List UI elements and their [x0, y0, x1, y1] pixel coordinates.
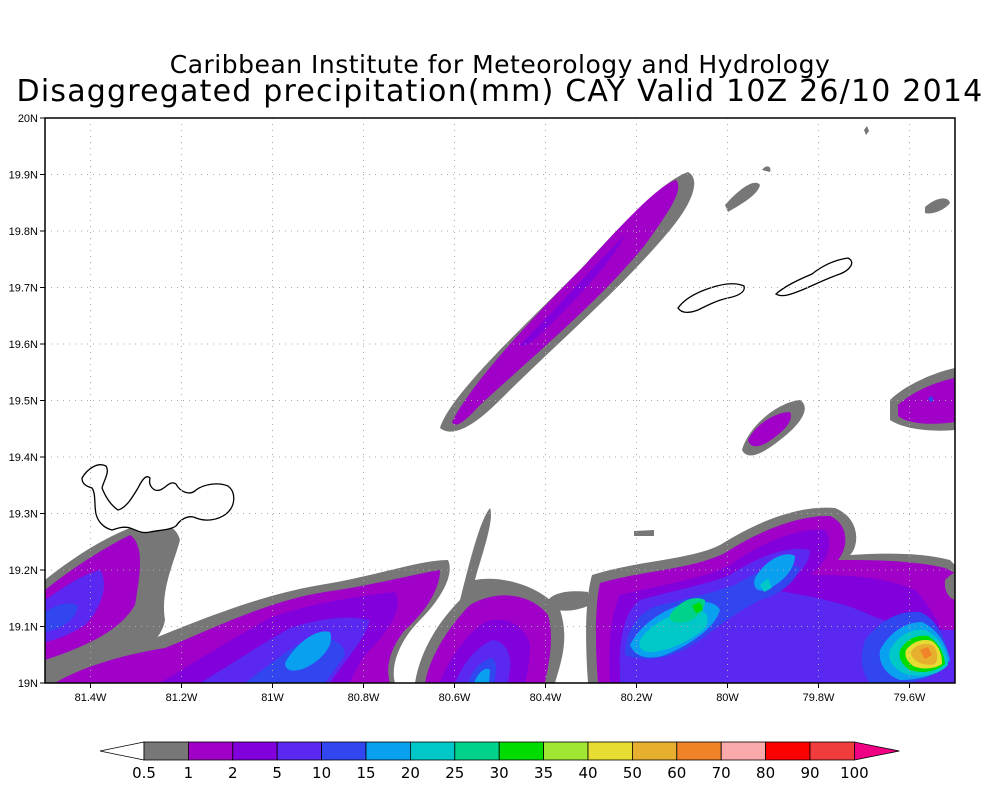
legend-label: 10	[312, 764, 331, 782]
precip-band-diagonal	[440, 172, 695, 432]
legend-label: 90	[800, 764, 819, 782]
y-tick-label: 19.4N	[9, 452, 38, 464]
legend-label: 30	[490, 764, 509, 782]
legend-swatch-13	[720, 741, 767, 761]
island-grand-cayman	[81, 464, 235, 534]
precipitation-field	[45, 126, 955, 683]
legend-label: 40	[578, 764, 597, 782]
legend-swatch-8	[498, 741, 545, 761]
precip-cells-north	[725, 126, 950, 214]
legend-label: 2	[228, 764, 238, 782]
legend-label: 35	[534, 764, 553, 782]
legend-label: 0.5	[132, 764, 156, 782]
y-tick-label: 19.7N	[9, 283, 38, 295]
x-tick-label: 79.8W	[803, 692, 835, 704]
legend-label: 80	[756, 764, 775, 782]
legend-swatch-11	[632, 741, 678, 761]
y-tick-label: 19.2N	[9, 565, 38, 577]
y-axis: 19N 19.1N 19.2N 19.3N 19.4N 19.5N 19.6N 19.7N 19…	[9, 113, 45, 690]
legend-label: 100	[840, 764, 869, 782]
legend-label: 70	[712, 764, 731, 782]
legend-arrow-high	[854, 741, 900, 761]
legend-swatch-9	[543, 741, 589, 761]
legend-swatch-6	[409, 741, 456, 761]
x-tick-label: 79.6W	[894, 692, 926, 704]
x-tick-label: 81.2W	[166, 692, 198, 704]
precip-band-south-west	[45, 560, 450, 683]
legend-swatch-4	[321, 741, 367, 761]
legend-swatch-1	[187, 741, 234, 761]
map-title: Caribbean Institute for Meteorology and …	[169, 50, 831, 79]
legend-swatch-0	[143, 741, 189, 761]
map-subtitle: Disaggregated precipitation(mm) CAY Vali…	[16, 74, 984, 109]
legend-label: 20	[401, 764, 420, 782]
precip-band-east	[586, 507, 955, 683]
legend-swatch-2	[232, 741, 278, 761]
legend-swatch-7	[454, 741, 500, 761]
legend-label: 50	[623, 764, 642, 782]
legend-label: 25	[445, 764, 464, 782]
y-tick-label: 19.1N	[9, 622, 38, 634]
map-grid	[45, 118, 955, 683]
legend-label: 1	[184, 764, 194, 782]
legend-swatch-3	[276, 741, 323, 761]
legend-label: 60	[667, 764, 686, 782]
precipitation-legend: 0.5 1 2 5 10 15 20 25 30 35 40 50 60 70 80 90 100	[99, 741, 900, 782]
y-tick-label: 19.9N	[9, 170, 38, 182]
legend-swatch-15	[809, 741, 855, 761]
island-cayman-brac	[774, 257, 853, 297]
y-tick-label: 19.8N	[9, 226, 38, 238]
y-tick-label: 19.6N	[9, 339, 38, 351]
x-tick-label: 80.2W	[621, 692, 653, 704]
precip-fragment	[548, 591, 590, 611]
y-tick-label: 19.3N	[9, 509, 38, 521]
precip-cell-far-east	[890, 368, 955, 431]
x-tick-label: 81.4W	[75, 692, 107, 704]
y-tick-label: 20N	[18, 113, 38, 125]
precip-band-south-middle	[415, 508, 565, 683]
x-tick-label: 80.8W	[348, 692, 380, 704]
coastlines	[81, 257, 853, 534]
legend-swatch-12	[676, 741, 722, 761]
legend-swatch-10	[587, 741, 633, 761]
legend-label: 15	[356, 764, 375, 782]
legend-label: 5	[272, 764, 282, 782]
legend-swatch-5	[365, 741, 411, 761]
precip-cell-center-east	[742, 400, 805, 456]
legend-swatch-14	[765, 741, 811, 761]
x-axis: 81.4W 81.2W 81W 80.8W 80.6W 80.4W 80.2W 80W 79.8…	[75, 683, 926, 704]
x-tick-label: 80W	[716, 692, 739, 704]
x-tick-label: 80.4W	[530, 692, 562, 704]
y-tick-label: 19.5N	[9, 396, 38, 408]
precip-strip	[634, 530, 654, 536]
x-tick-label: 80.6W	[439, 692, 471, 704]
y-tick-label: 19N	[18, 678, 38, 690]
island-little-cayman	[677, 283, 745, 314]
x-tick-label: 81W	[261, 692, 284, 704]
legend-arrow-low	[99, 741, 145, 761]
